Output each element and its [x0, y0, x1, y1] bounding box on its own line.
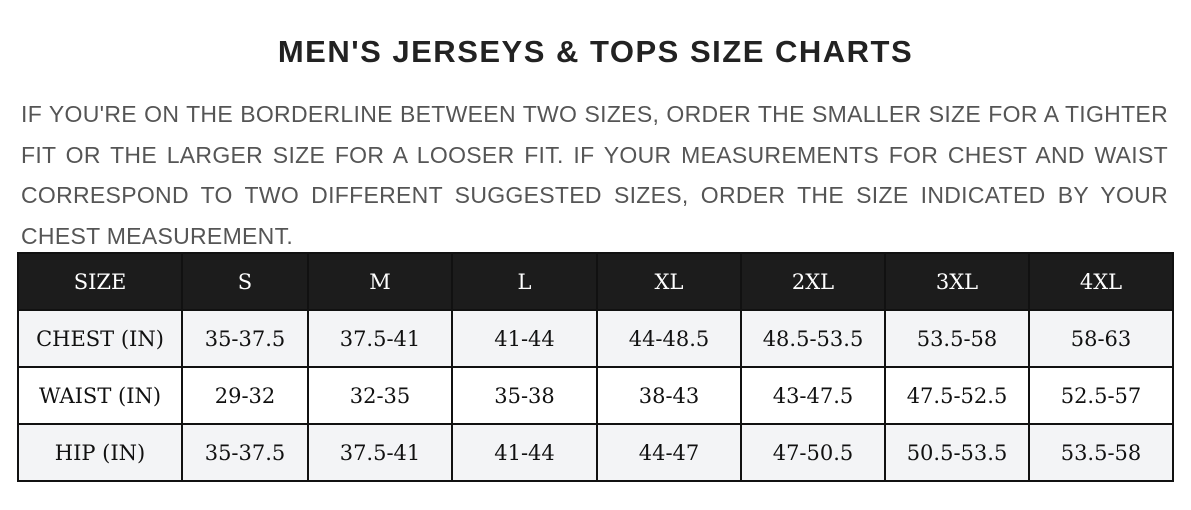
row-label: HIP (IN): [17, 423, 183, 482]
size-chart-table: SIZE S M L XL 2XL 3XL 4XL CHEST (IN) 35-37.5 37.5-…: [17, 252, 1174, 482]
table-cell: 35-37.5: [181, 423, 309, 482]
table-row: HIP (IN) 35-37.5 37.5-41 41-44 44-47 47-50.5 5…: [17, 423, 1174, 482]
table-cell: 35-38: [451, 366, 598, 425]
table-cell: 44-48.5: [596, 309, 742, 368]
table-cell: 44-47: [596, 423, 742, 482]
table-cell: 48.5-53.5: [740, 309, 886, 368]
table-cell: S: [181, 252, 309, 311]
table-cell: L: [451, 252, 598, 311]
table-cell: 41-44: [451, 423, 598, 482]
row-label: SIZE: [17, 252, 183, 311]
table-row: WAIST (IN) 29-32 32-35 35-38 38-43 43-47.5 47.…: [17, 366, 1174, 425]
table-cell: 32-35: [307, 366, 453, 425]
table-cell: 53.5-58: [1028, 423, 1174, 482]
table-cell: 2XL: [740, 252, 886, 311]
table-row: CHEST (IN) 35-37.5 37.5-41 41-44 44-48.5 48.5…: [17, 309, 1174, 368]
table-cell: 41-44: [451, 309, 598, 368]
row-label: CHEST (IN): [17, 309, 183, 368]
table-cell: 37.5-41: [307, 309, 453, 368]
table-cell: 29-32: [181, 366, 309, 425]
table-cell: M: [307, 252, 453, 311]
table-cell: XL: [596, 252, 742, 311]
table-cell: 4XL: [1028, 252, 1174, 311]
table-cell: 50.5-53.5: [884, 423, 1030, 482]
table-cell: 58-63: [1028, 309, 1174, 368]
page-title: MEN'S JERSEYS & TOPS SIZE CHARTS: [277, 34, 914, 69]
table-cell: 38-43: [596, 366, 742, 425]
table-cell: 47-50.5: [740, 423, 886, 482]
table-cell: 53.5-58: [884, 309, 1030, 368]
table-header-row: SIZE S M L XL 2XL 3XL 4XL: [17, 252, 1174, 311]
table-cell: 37.5-41: [307, 423, 453, 482]
table-cell: 43-47.5: [740, 366, 886, 425]
table-cell: 52.5-57: [1028, 366, 1174, 425]
table-cell: 3XL: [884, 252, 1030, 311]
table-cell: 35-37.5: [181, 309, 309, 368]
size-advice-text: IF YOU'RE ON THE BORDERLINE BETWEEN TWO …: [21, 101, 1168, 249]
table-cell: 47.5-52.5: [884, 366, 1030, 425]
row-label: WAIST (IN): [17, 366, 183, 425]
